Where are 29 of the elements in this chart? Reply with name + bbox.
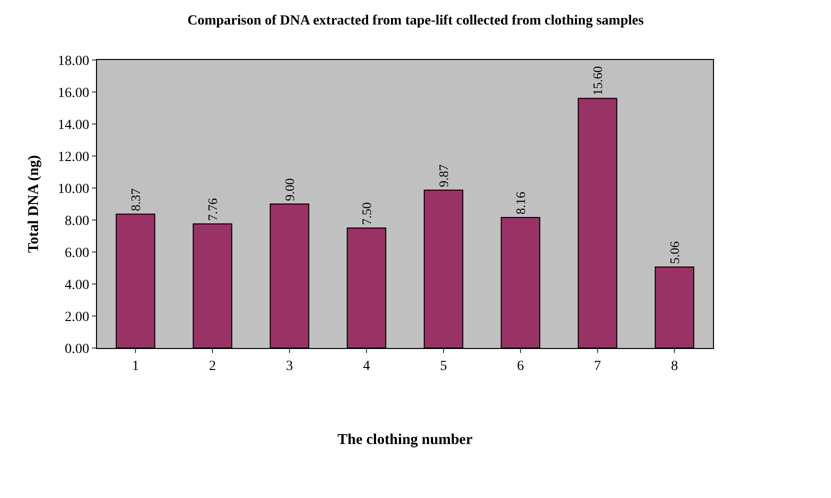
y-tick-label: 12.00: [58, 150, 90, 165]
y-tick-label: 8.00: [64, 214, 90, 229]
y-axis-title: Total DNA (ng): [26, 155, 42, 253]
data-label: 7.50: [359, 202, 374, 225]
data-label: 9.00: [282, 178, 297, 201]
y-tick-label: 16.00: [58, 86, 90, 101]
y-tick-label: 18.00: [58, 54, 90, 69]
x-tick-label: 7: [594, 358, 601, 374]
x-tick-label: 3: [286, 358, 293, 374]
data-label: 15.60: [590, 66, 605, 96]
x-tick-label: 1: [132, 358, 139, 374]
data-label: 9.87: [436, 164, 451, 188]
x-tick-label: 2: [209, 358, 216, 374]
x-axis-title: The clothing number: [337, 432, 473, 448]
y-tick-label: 2.00: [64, 310, 90, 325]
data-label: 8.37: [128, 188, 143, 212]
y-tick-label: 10.00: [58, 182, 90, 197]
x-tick-label: 5: [440, 358, 447, 374]
y-tick-label: 14.00: [58, 118, 90, 133]
x-tick-label: 4: [363, 358, 370, 374]
data-label: 5.06: [667, 240, 682, 264]
y-tick-label: 4.00: [64, 278, 90, 293]
y-tick-label: 6.00: [64, 246, 90, 261]
y-tick-label: 0.00: [64, 342, 90, 357]
data-label: 7.76: [205, 198, 220, 221]
data-label: 8.16: [513, 191, 528, 214]
chart-title: Comparison of DNA extracted from tape-lift collected from clothing samples: [187, 14, 644, 29]
x-tick-label: 6: [517, 358, 524, 374]
x-tick-label: 8: [671, 358, 678, 374]
